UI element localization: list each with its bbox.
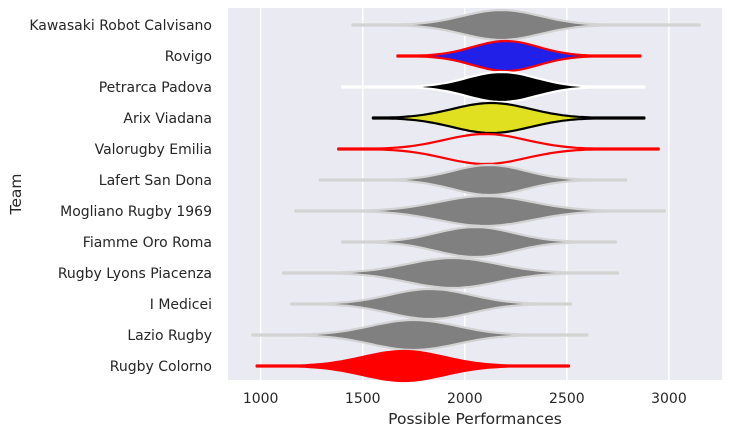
violin-arix-viadana [371, 101, 646, 135]
team-label: Rugby Lyons Piacenza [58, 266, 212, 282]
violin-rugby-lyons-piacenza [282, 256, 619, 290]
x-tick-label: 2000 [447, 391, 483, 407]
y-axis-title: Team [7, 174, 25, 216]
team-label: Lafert San Dona [99, 173, 212, 189]
violin-fiamme-oro-roma [341, 225, 617, 259]
team-label: Fiamme Oro Roma [83, 235, 212, 251]
team-label: Valorugby Emilia [95, 142, 212, 158]
violin-rovigo [396, 39, 642, 73]
violin-valorugby-emilia [337, 132, 660, 166]
violin-petrarca-padova [341, 70, 646, 104]
violin-lazio-rugby [251, 318, 589, 352]
violin-i-medicei [290, 287, 572, 321]
x-tick-labels: 1000 1500 2000 2500 3000 [243, 391, 687, 407]
violin-mogliano-rugby-1969 [294, 194, 666, 228]
x-tick-label: 2500 [549, 391, 585, 407]
team-label: Petrarca Padova [99, 80, 212, 96]
team-label: Lazio Rugby [127, 328, 212, 344]
team-label: I Medicei [150, 297, 212, 313]
team-label: Arix Viadana [123, 111, 212, 127]
x-axis-title: Possible Performances [388, 410, 562, 428]
team-label: Rovigo [165, 49, 212, 65]
x-tick-label: 3000 [651, 391, 687, 407]
violin-kawasaki-robot-calvisano [351, 8, 701, 42]
violin-lafert-san-dona [318, 163, 628, 197]
team-label: Kawasaki Robot Calvisano [29, 18, 212, 34]
team-labels: Kawasaki Robot Calvisano Rovigo Petrarca P… [29, 18, 212, 375]
grid-lines [259, 8, 670, 380]
x-tick-label: 1500 [345, 391, 381, 407]
violin-rugby-colorno [255, 349, 570, 383]
team-label: Mogliano Rugby 1969 [60, 204, 212, 220]
violins [251, 8, 701, 383]
team-label: Rugby Colorno [110, 359, 212, 375]
x-tick-label: 1000 [243, 391, 279, 407]
